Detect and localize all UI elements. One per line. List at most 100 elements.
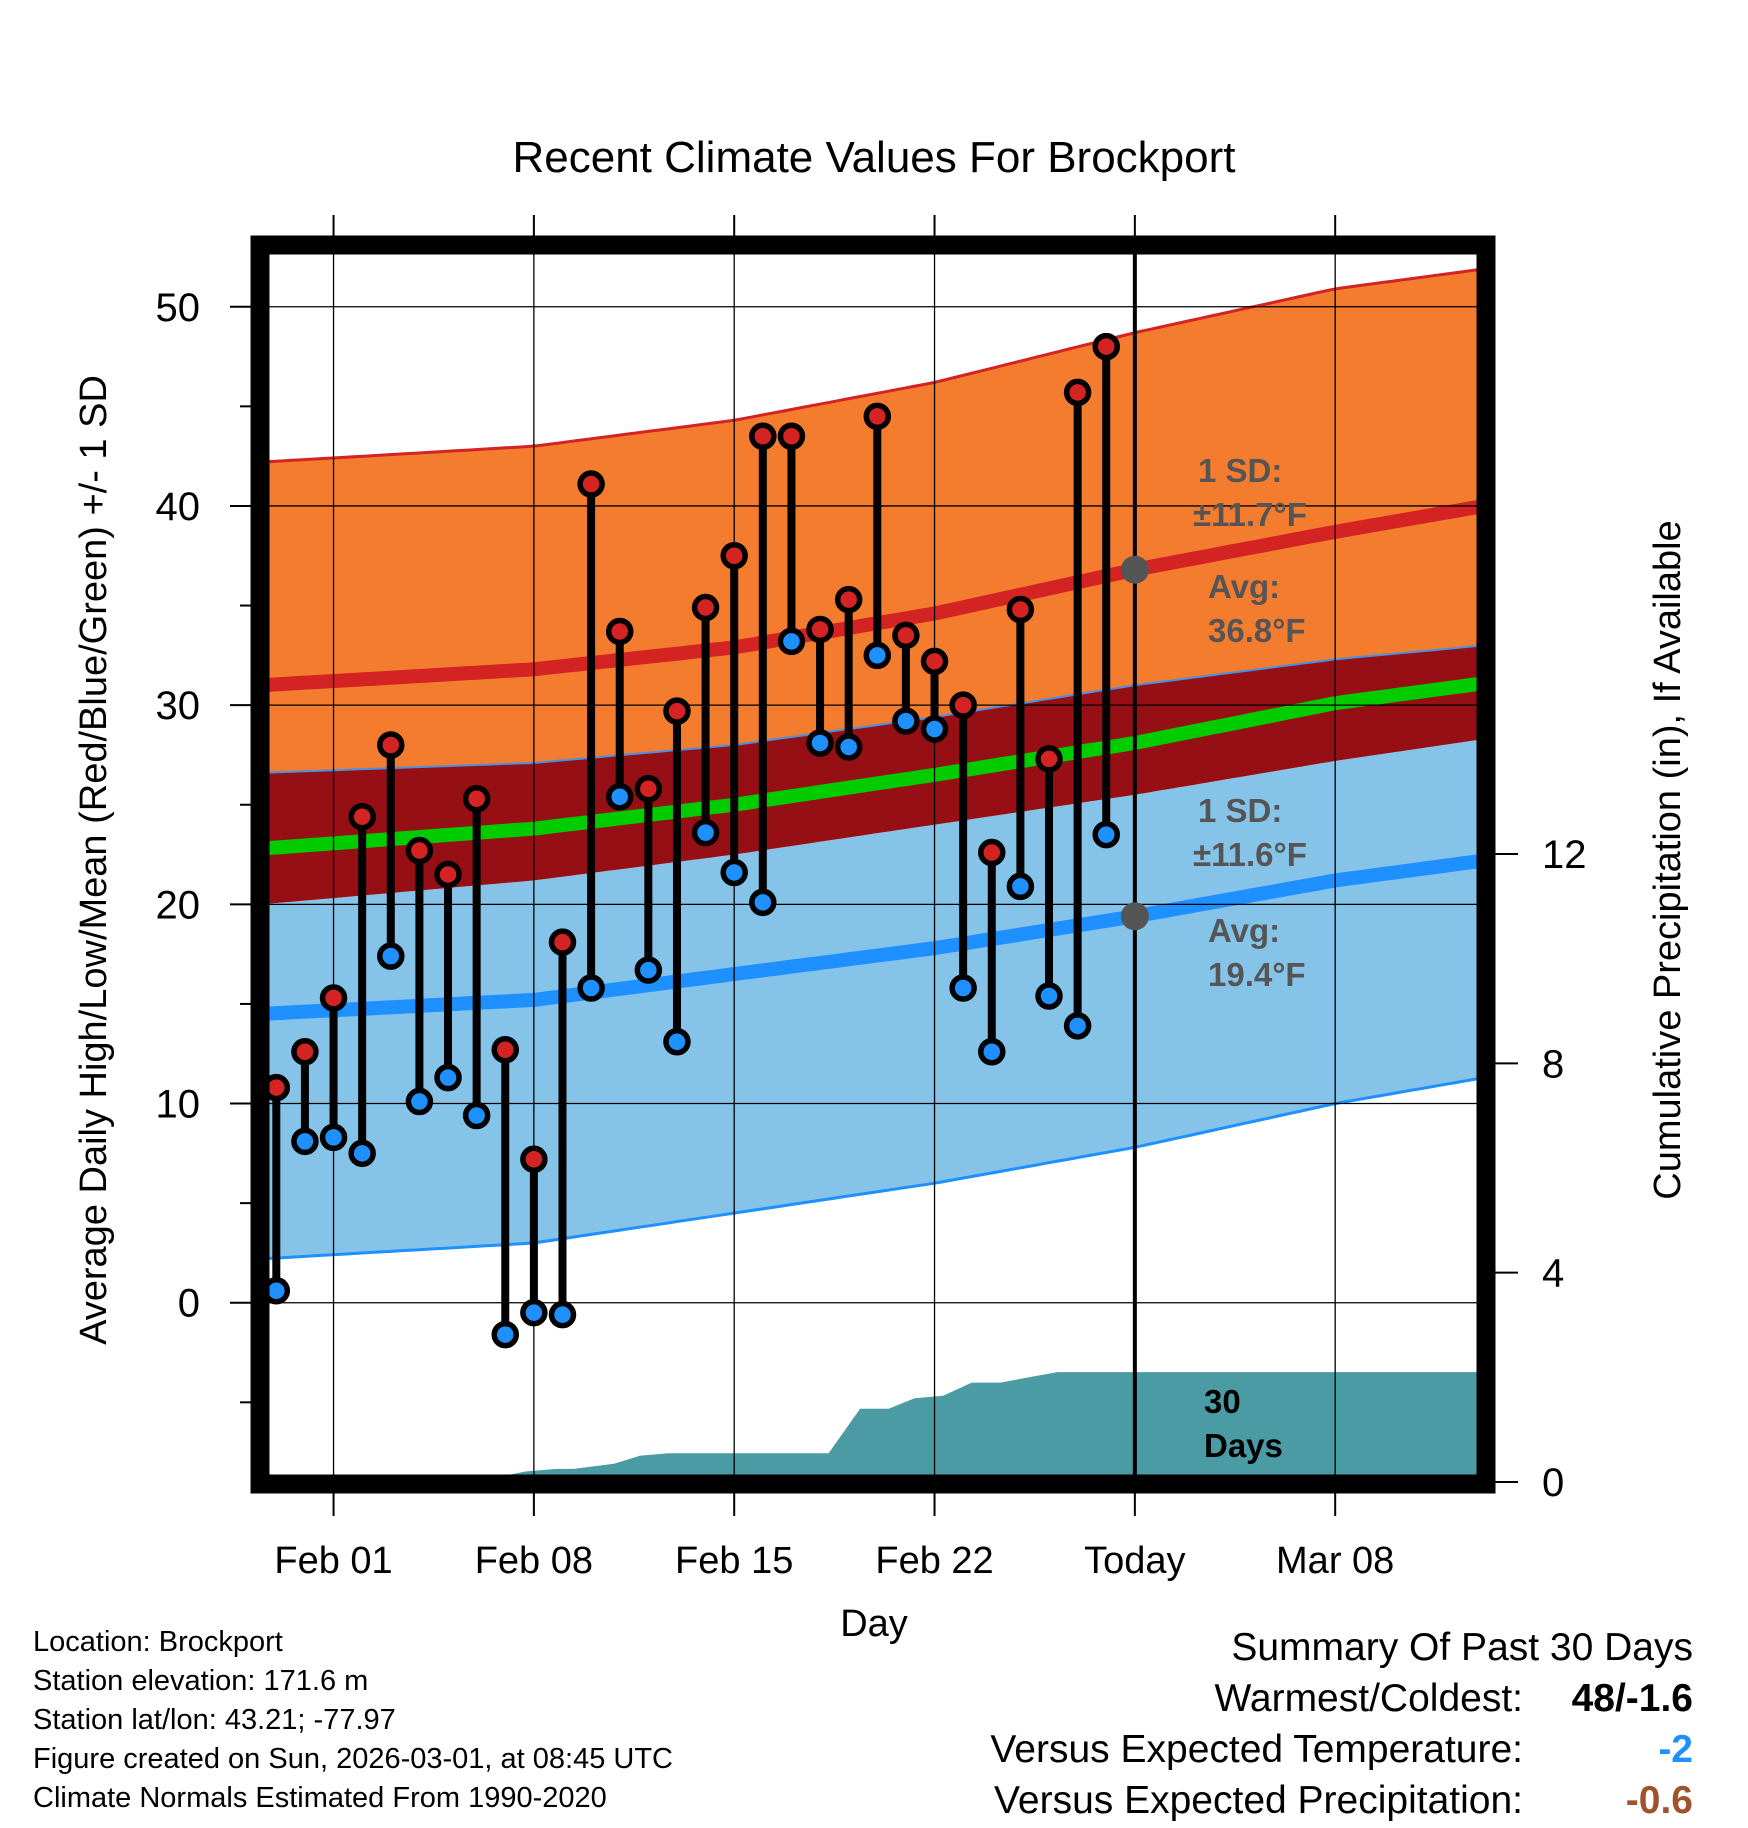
x-tick-label: Feb 22 [875,1540,993,1582]
y2-tick-label: 8 [1542,1042,1564,1086]
summary-precip-row: Versus Expected Precipitation: -0.6 [990,1775,1693,1826]
low-sd-value: ±11.6°F [1193,836,1307,873]
daily-low-point [1063,1012,1092,1040]
y-tick-label: 0 [178,1282,200,1326]
info-elevation: Station elevation: 171.6 m [33,1665,369,1697]
daily-low-point [577,974,605,1002]
summary-temp-value: -2 [1658,1728,1693,1771]
daily-low-point [1035,982,1063,1010]
summary-warmest-row: Warmest/Coldest: 48/-1.6 [990,1673,1693,1724]
low-avg-label: Avg: [1208,912,1280,949]
summary-panel: Summary Of Past 30 Days Warmest/Coldest:… [990,1622,1693,1826]
high-lower-line [262,644,1484,774]
info-created: Figure created on Sun, 2026-03-01, at 08… [33,1743,673,1775]
x-tick-label: Today [1084,1540,1185,1582]
daily-high-point [949,691,977,719]
daily-low-point [920,715,949,743]
daily-low-point [663,1028,691,1056]
high-avg-marker [1120,555,1149,584]
daily-high-point [806,615,834,644]
high-avg-value: 36.8°F [1208,612,1306,649]
high-upper-line [262,267,1484,464]
mean-band [262,645,1484,905]
daily-high-point [1006,595,1035,624]
x-tick-label: Feb 01 [274,1540,392,1582]
daily-low-point [434,1063,462,1092]
daily-low-point [605,783,634,811]
info-latlon: Station lat/lon: 43.21; -77.97 [33,1704,396,1736]
summary-precip-value: -0.6 [1625,1779,1693,1822]
low-sd-band [262,739,1484,1259]
info-location: Location: Brockport [33,1626,283,1658]
daily-high-point [978,838,1006,867]
chart-title: Recent Climate Values For Brockport [512,133,1235,182]
daily-high-point [605,617,634,646]
daily-high-point [377,731,405,759]
daily-low-point [777,627,806,656]
high-avg-label: Avg: [1208,568,1280,605]
daily-high-point [1035,745,1063,773]
daily-low-point [691,818,720,847]
daily-low-point [377,942,405,970]
normal-mean-line [262,676,1484,856]
high-sd-band [262,268,1484,773]
daily-high-point [720,542,748,570]
daily-high-point [892,621,920,650]
daily-high-point [691,593,720,622]
low-lower-line [262,1076,1484,1261]
normal-high-line [262,499,1484,693]
precip-area [262,1372,1484,1482]
daily-high-point [749,422,777,450]
daily-high-point [491,1036,520,1064]
station-info: Location: Brockport Station elevation: 1… [33,1623,673,1818]
daily-high-point [548,928,577,956]
daily-low-point [978,1037,1006,1066]
summary-temp-label: Versus Expected Temperature: [990,1728,1523,1771]
x-tick-label: Feb 15 [675,1540,793,1582]
daily-low-point [806,729,834,757]
daily-low-point [892,707,920,735]
daily-low-point [405,1087,434,1116]
y-tick-label: 10 [156,1083,201,1127]
daily-low-point [491,1320,520,1349]
daily-low-point [634,956,663,984]
y-tick-label: 50 [156,286,201,330]
high-sd-label: 1 SD: [1198,452,1282,489]
y-tick-label: 20 [156,883,201,927]
daily-high-point [920,647,949,676]
daily-low-point [834,733,863,761]
daily-low-point [720,858,748,887]
daily-high-point [319,984,348,1012]
daily-high-point [863,402,892,431]
daily-low-point [348,1139,376,1168]
daily-high-point [663,697,691,725]
daily-high-point [291,1037,319,1066]
normal-low-line [262,853,1484,1021]
info-normals: Climate Normals Estimated From 1990-2020 [33,1782,607,1814]
daily-high-point [405,836,434,865]
daily-low-point [1092,820,1120,849]
window-days-label: Days [1204,1427,1283,1464]
y-tick-label: 30 [156,684,201,728]
daily-high-point [777,422,806,450]
high-sd-value: ±11.7°F [1193,496,1307,533]
daily-low-point [548,1300,577,1329]
window-count-label: 30 [1204,1383,1241,1420]
daily-low-point [749,888,777,917]
daily-low-point [291,1127,319,1156]
y-axis-label: Average Daily High/Low/Mean (Red/Blue/Gr… [73,375,115,1345]
daily-low-point [949,974,977,1002]
summary-title: Summary Of Past 30 Days [1231,1626,1693,1669]
x-axis-label: Day [840,1603,908,1645]
summary-warmest-value: 48/-1.6 [1571,1677,1693,1720]
daily-high-point [634,775,663,803]
daily-high-point [434,860,462,889]
x-tick-label: Mar 08 [1276,1540,1394,1582]
daily-low-point [863,641,892,670]
summary-warmest-label: Warmest/Coldest: [1214,1677,1523,1720]
daily-high-point [520,1145,548,1174]
summary-temp-row: Versus Expected Temperature: -2 [990,1724,1693,1775]
daily-high-point [834,585,863,614]
daily-high-point [1092,332,1120,361]
